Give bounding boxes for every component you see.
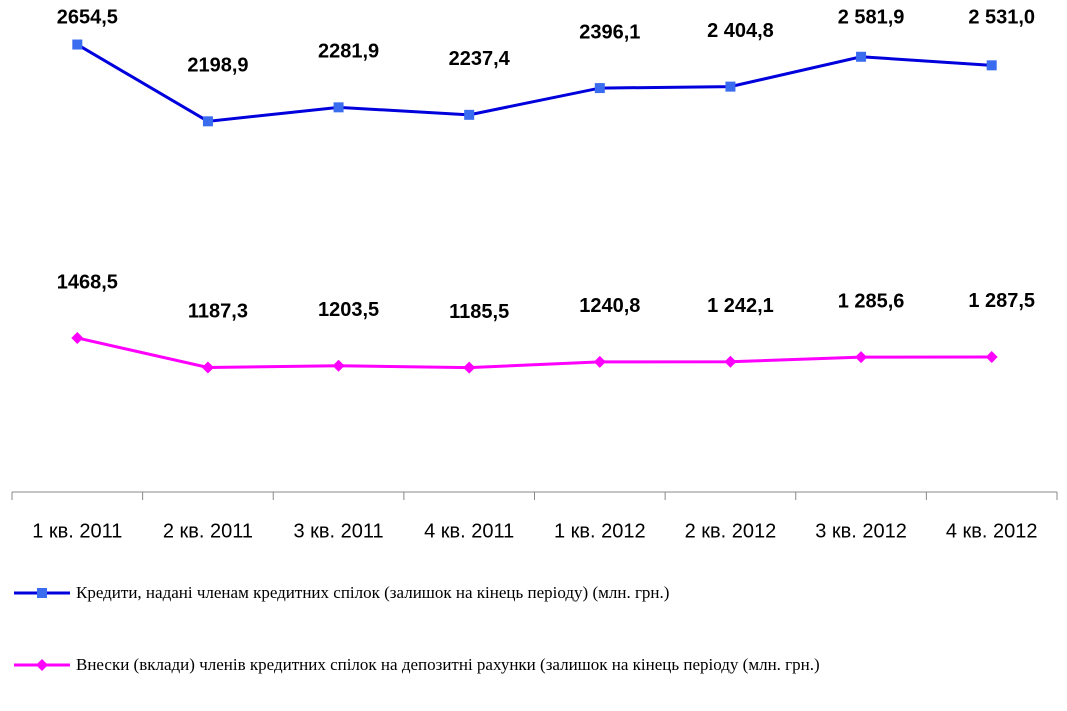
marker — [985, 350, 998, 363]
marker — [201, 361, 214, 374]
x-tick-label: 1 кв. 2012 — [554, 520, 646, 542]
x-tick-label: 4 кв. 2011 — [424, 520, 514, 542]
data-label: 1185,5 — [449, 301, 509, 323]
marker — [464, 109, 475, 120]
marker — [71, 331, 84, 344]
data-label: 2237,4 — [449, 48, 511, 70]
marker — [856, 51, 867, 62]
data-label: 2 531,0 — [968, 6, 1035, 28]
line — [76, 336, 992, 370]
x-tick-label: 3 кв. 2012 — [815, 520, 907, 542]
legend-swatch — [14, 588, 70, 598]
x-tick-label: 2 кв. 2011 — [163, 520, 253, 542]
x-tick-label: 3 кв. 2011 — [293, 520, 383, 542]
marker — [725, 81, 736, 92]
legend-label: Внески (вклади) членів кредитних спілок … — [76, 655, 820, 674]
marker — [332, 359, 345, 372]
marker — [202, 116, 213, 127]
data-label: 1468,5 — [57, 271, 118, 293]
marker — [855, 351, 868, 364]
chart: 1 кв. 2011 2 кв. 2011 3 кв. 2011 4 кв. 2011… — [11, 6, 1058, 542]
x-tick-label: 4 кв. 2012 — [946, 520, 1038, 542]
data-label: 1240,8 — [579, 295, 640, 317]
data-label: 1 285,6 — [838, 290, 905, 312]
legend-label: Кредити, надані членам кредитних спілок … — [76, 583, 670, 602]
data-label: 2 581,9 — [838, 6, 905, 28]
legend-item: Внески (вклади) членів кредитних спілок … — [12, 652, 1057, 678]
legend-item: Кредити, надані членам кредитних спілок … — [12, 580, 1057, 606]
data-label: 1 287,5 — [968, 290, 1035, 312]
data-label: 2396,1 — [579, 21, 640, 43]
data-label: 2 404,8 — [707, 20, 774, 42]
marker — [724, 355, 737, 368]
marker — [986, 60, 997, 71]
data-label: 2198,9 — [187, 55, 248, 77]
x-tick-label: 1 кв. 2011 — [32, 520, 122, 542]
marker — [593, 355, 606, 368]
marker — [594, 83, 605, 94]
data-label: 2281,9 — [318, 41, 379, 63]
x-tick-label: 2 кв. 2012 — [685, 520, 777, 542]
data-label: 1187,3 — [188, 301, 248, 323]
line — [76, 43, 992, 123]
data-label: 2654,5 — [57, 6, 118, 28]
data-label: 1203,5 — [318, 299, 379, 321]
legend-swatch — [14, 659, 70, 671]
marker — [463, 361, 476, 374]
marker — [72, 39, 83, 50]
marker — [333, 102, 344, 113]
data-label: 1 242,1 — [707, 295, 774, 317]
marker — [36, 659, 48, 671]
marker — [37, 588, 47, 598]
